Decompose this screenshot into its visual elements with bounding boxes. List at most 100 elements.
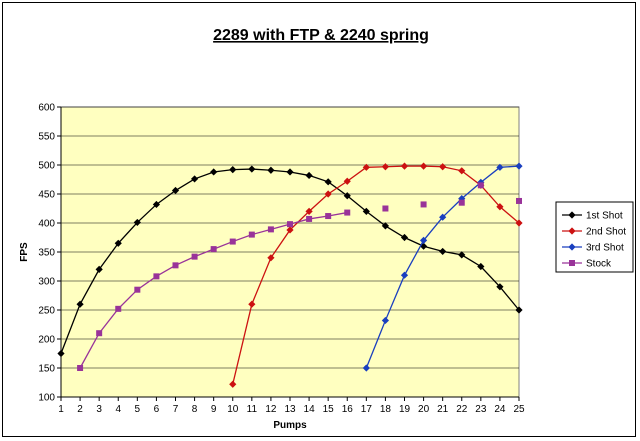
data-point-3rd-shot [439,213,447,221]
data-point-stock [115,305,122,312]
data-point-2nd-shot [305,207,313,215]
data-point-1st-shot [458,251,466,259]
data-point-1st-shot [76,300,84,308]
data-point-2nd-shot [267,254,275,262]
y-tick-label: 250 [38,306,55,317]
data-point-3rd-shot [515,162,523,170]
y-tick-label: 350 [38,248,55,259]
data-point-stock [477,182,484,189]
y-tick-label: 100 [38,393,55,404]
data-point-stock [344,209,351,216]
y-tick-label: 500 [38,161,55,172]
data-point-2nd-shot [458,167,466,175]
series-stock [77,182,522,371]
data-point-2nd-shot [381,163,390,171]
data-point-2nd-shot [400,162,409,170]
data-point-3rd-shot [362,364,370,372]
data-point-stock [172,262,179,269]
x-tick-label: 21 [437,404,449,415]
x-tick-label: 8 [192,404,198,415]
data-point-1st-shot [267,166,275,174]
data-point-2nd-shot [229,380,237,388]
data-point-stock [420,201,427,208]
data-point-3rd-shot [400,271,409,279]
y-tick-label: 600 [38,103,55,114]
data-point-1st-shot [57,349,65,358]
data-point-2nd-shot [439,163,447,171]
data-point-1st-shot [286,168,294,176]
data-point-2nd-shot [419,162,428,170]
x-tick-label: 13 [284,404,296,415]
data-point-1st-shot [515,306,523,314]
data-point-2nd-shot [248,300,256,308]
legend-marker-3rd-shot [568,243,576,251]
x-tick-label: 23 [475,404,487,415]
data-point-1st-shot [400,233,409,242]
data-point-1st-shot [152,200,161,209]
data-point-stock [325,213,332,220]
data-point-1st-shot [477,262,485,271]
y-tick-label: 400 [38,219,55,230]
data-point-stock [267,226,274,233]
data-point-3rd-shot [419,236,428,244]
x-tick-label: 7 [173,404,179,415]
legend-label-3rd-shot: 3rd Shot [586,243,624,254]
x-tick-label: 25 [513,404,525,415]
data-point-1st-shot [95,265,103,273]
legend: 1st Shot 2nd Shot 3rd Shot Stock [555,201,634,273]
y-tick-label: 300 [38,277,55,288]
data-point-1st-shot [171,186,180,195]
x-tick-label: 3 [96,404,102,415]
y-tick-label: 200 [38,335,55,346]
data-point-1st-shot [305,171,313,180]
data-point-1st-shot [210,168,218,176]
data-point-2nd-shot [496,203,504,211]
x-tick-label: 19 [399,404,411,415]
data-point-1st-shot [248,165,256,173]
x-tick-label: 18 [380,404,392,415]
data-point-1st-shot [343,192,351,200]
x-tick-label: 12 [265,404,277,415]
data-point-stock [382,205,389,212]
y-axis-label: FPS [19,242,30,262]
x-tick-label: 17 [361,404,373,415]
data-point-2nd-shot [343,177,351,185]
x-tick-label: 6 [154,404,160,415]
x-tick-label: 22 [456,404,468,415]
x-tick-label: 2 [77,404,83,415]
data-point-stock [248,231,255,238]
x-tick-label: 5 [135,404,141,415]
data-point-3rd-shot [381,316,390,325]
data-point-1st-shot [114,239,122,247]
series-layer [57,162,523,388]
legend-marker-2nd-shot [568,227,576,235]
data-point-stock [77,365,84,371]
data-point-1st-shot [324,178,332,186]
series-line-2nd-shot [232,165,520,385]
legend-box [555,201,634,273]
legend-marker-stock [569,260,575,266]
legend-label-1st-shot: 1st Shot [586,211,623,222]
chart-svg: 2289 with FTP & 2240 spring 100150200250… [19,27,634,431]
data-point-1st-shot [419,242,428,250]
chart-frame: 2289 with FTP & 2240 spring 100 150 200 250… [2,2,636,437]
legend-marker-1st-shot [568,211,576,219]
data-point-stock [210,246,217,253]
data-point-stock [153,273,160,280]
data-point-1st-shot [133,218,141,227]
data-point-1st-shot [362,207,370,215]
y-tick-label: 550 [38,132,55,143]
data-point-stock [134,286,141,293]
series-1st-shot [57,165,523,358]
data-point-1st-shot [190,175,199,183]
data-point-stock [516,197,522,204]
x-tick-label: 24 [494,404,506,415]
data-point-2nd-shot [515,219,523,227]
data-point-stock [96,330,103,337]
y-tick-label: 450 [38,190,55,201]
chart-title: 2289 with FTP & 2240 spring [213,27,429,44]
data-point-stock [229,238,236,245]
data-point-3rd-shot [496,163,504,171]
x-tick-label: 14 [304,404,316,415]
